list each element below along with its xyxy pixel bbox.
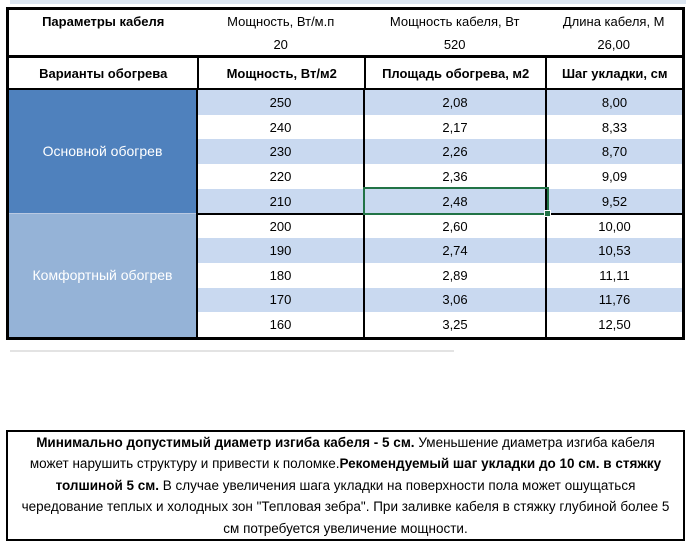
selected-cell-overlay[interactable] [363, 187, 551, 217]
cell-area[interactable]: 2,17 [363, 114, 545, 140]
note-box: Минимально допустимый диаметр изгиба каб… [6, 430, 685, 541]
cell-step[interactable]: 8,70 [545, 139, 682, 165]
cell-step[interactable]: 8,00 [545, 90, 682, 115]
group-column: Основной обогрев Комфортный обогрев [9, 90, 196, 337]
cell-area[interactable]: 3,06 [363, 287, 545, 313]
table-row: 240 2,17 8,33 [196, 114, 682, 140]
cell-power[interactable]: 220 [196, 164, 363, 189]
cell-step[interactable]: 9,52 [545, 188, 682, 214]
params-title: Параметры кабеля [42, 14, 165, 29]
cell-step[interactable]: 12,50 [545, 312, 682, 337]
empty-cell [9, 33, 197, 55]
cell-step[interactable]: 11,76 [545, 287, 682, 313]
cell-power[interactable]: 180 [196, 262, 363, 288]
cable-parameters-table: Параметры кабеля Мощность, Вт/м.п Мощнос… [6, 7, 685, 340]
param-power-linear-label: Мощность, Вт/м.п [227, 14, 335, 29]
group-main-heating[interactable]: Основной обогрев [9, 90, 196, 214]
table-row: 190 2,74 10,53 [196, 238, 682, 263]
param-cable-power-label: Мощность кабеля, Вт [389, 14, 520, 29]
cell-power[interactable]: 230 [196, 139, 363, 165]
param-cable-length-value[interactable]: 26,00 [597, 36, 630, 52]
table-header-row: Варианты обогрева Мощность, Вт/м2 Площад… [9, 55, 682, 90]
cell-power[interactable]: 190 [196, 238, 363, 263]
cell-step[interactable]: 10,00 [545, 215, 682, 239]
cell-area[interactable]: 2,60 [363, 215, 545, 239]
cell-power[interactable]: 200 [196, 215, 363, 239]
cell-power[interactable]: 250 [196, 90, 363, 115]
table-row: 180 2,89 11,11 [196, 262, 682, 288]
note-segment-regular-1: Уменьшение диаметра изгиба кабеля может … [29, 434, 655, 472]
cell-area[interactable]: 3,25 [363, 312, 545, 337]
cell-power[interactable]: 210 [196, 188, 363, 214]
cell-power[interactable]: 160 [196, 312, 363, 337]
table-row: 230 2,26 8,70 [196, 139, 682, 165]
cell-step[interactable]: 8,33 [545, 114, 682, 140]
table-row: 220 2,36 9,09 [196, 164, 682, 189]
header-area[interactable]: Площадь обогрева, м2 [363, 58, 545, 88]
cell-area[interactable]: 2,26 [363, 139, 545, 165]
param-cable-power-value[interactable]: 520 [443, 36, 466, 52]
fill-handle[interactable] [544, 210, 551, 217]
params-label-row: Параметры кабеля Мощность, Вт/м.п Мощнос… [9, 10, 682, 33]
note-segment-bold-2: Рекомендуемый шаг укладки до 10 см. в ст… [55, 456, 662, 493]
cell-area[interactable]: 2,89 [363, 262, 545, 288]
cell-step[interactable]: 10,53 [545, 238, 682, 263]
gridline-remnant [10, 0, 686, 4]
header-power[interactable]: Мощность, Вт/м2 [197, 58, 364, 88]
cell-power[interactable]: 240 [196, 114, 363, 140]
table-row: 160 3,25 12,50 [196, 312, 682, 337]
cell-power[interactable]: 170 [196, 287, 363, 313]
table-row: 200 2,60 10,00 [196, 213, 682, 239]
note-text: Минимально допустимый диаметр изгиба каб… [20, 432, 671, 540]
cell-step[interactable]: 11,11 [545, 262, 682, 288]
cell-area[interactable]: 2,74 [363, 238, 545, 263]
params-value-row: 20 520 26,00 [9, 33, 682, 55]
note-segment-bold-1: Минимально допустимый диаметр изгиба каб… [36, 434, 415, 450]
cell-area[interactable]: 2,36 [363, 164, 545, 189]
note-segment-regular-2: В случае увеличения шага укладки на пове… [21, 477, 670, 536]
group-comfort-heating[interactable]: Комфортный обогрев [9, 213, 196, 337]
table-shadow [10, 350, 454, 352]
table-row: 250 2,08 8,00 [196, 90, 682, 115]
table-row: 170 3,06 11,76 [196, 287, 682, 313]
cell-step[interactable]: 9,09 [545, 164, 682, 189]
table-body: Основной обогрев Комфортный обогрев 250 … [9, 90, 682, 337]
table-row: 210 2,48 9,52 [196, 188, 682, 214]
cell-area[interactable]: 2,08 [363, 90, 545, 115]
header-step[interactable]: Шаг укладки, см [545, 58, 682, 88]
data-rows: 250 2,08 8,00 240 2,17 8,33 230 2,26 8,7… [196, 90, 682, 337]
header-variants[interactable]: Варианты обогрева [39, 65, 168, 81]
param-power-linear-value[interactable]: 20 [273, 36, 288, 52]
param-cable-length-label: Длина кабеля, М [562, 14, 665, 29]
